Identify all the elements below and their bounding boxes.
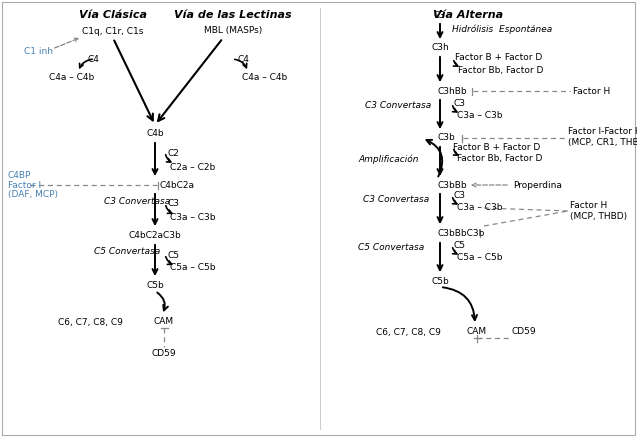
Text: CD59: CD59: [512, 327, 536, 336]
Text: Factor H: Factor H: [570, 201, 607, 209]
Text: C4a – C4b: C4a – C4b: [242, 73, 287, 81]
Text: Factor Bb, Factor D: Factor Bb, Factor D: [458, 66, 543, 74]
Text: C3hBb: C3hBb: [437, 87, 467, 96]
Text: C3a – C3b: C3a – C3b: [457, 204, 503, 212]
Text: C3 Convertasa: C3 Convertasa: [104, 197, 170, 205]
Text: Properdina: Properdina: [513, 180, 562, 190]
Text: C4BP: C4BP: [8, 170, 31, 180]
Text: C5a – C5b: C5a – C5b: [170, 264, 215, 273]
Text: C2: C2: [167, 149, 179, 157]
Text: Vía Alterna: Vía Alterna: [433, 10, 503, 20]
Text: C6, C7, C8, C9: C6, C7, C8, C9: [57, 318, 122, 326]
Text: C3a – C3b: C3a – C3b: [457, 111, 503, 121]
Text: (MCP, CR1, THBD): (MCP, CR1, THBD): [568, 139, 637, 148]
Text: C3 Convertasa: C3 Convertasa: [365, 101, 431, 110]
Text: C2a – C2b: C2a – C2b: [170, 163, 215, 171]
Text: C4: C4: [238, 55, 250, 63]
Text: Factor H: Factor H: [573, 87, 610, 96]
Text: C4: C4: [88, 55, 100, 63]
Text: CAM: CAM: [154, 318, 174, 326]
Text: Vía Clásica: Vía Clásica: [79, 10, 147, 20]
Text: C3 Convertasa: C3 Convertasa: [363, 194, 429, 204]
Text: C4bC2a: C4bC2a: [160, 180, 195, 190]
Text: C3bBbC3b: C3bBbC3b: [437, 229, 484, 237]
Text: Vía de las Lectinas: Vía de las Lectinas: [174, 10, 292, 20]
Text: C3b: C3b: [437, 133, 455, 142]
Text: C1 inh: C1 inh: [24, 48, 53, 56]
Text: Factor B + Factor D: Factor B + Factor D: [455, 53, 542, 62]
Text: C5 Convertasa: C5 Convertasa: [94, 246, 161, 256]
Text: C4a – C4b: C4a – C4b: [50, 73, 95, 81]
Text: C4bC2aC3b: C4bC2aC3b: [129, 232, 182, 240]
Text: CD59: CD59: [152, 350, 176, 358]
Text: C1q, C1r, C1s: C1q, C1r, C1s: [82, 27, 144, 35]
Text: C3: C3: [434, 10, 446, 20]
Text: C5b: C5b: [146, 281, 164, 289]
Text: C6, C7, C8, C9: C6, C7, C8, C9: [376, 327, 440, 336]
Text: C3bBb: C3bBb: [437, 180, 467, 190]
Text: MBL (MASPs): MBL (MASPs): [204, 27, 262, 35]
Text: Factor I-Factor H: Factor I-Factor H: [568, 126, 637, 135]
Text: Factor B + Factor D: Factor B + Factor D: [453, 142, 540, 152]
Text: Factor Bb, Factor D: Factor Bb, Factor D: [457, 155, 542, 163]
Text: C5: C5: [167, 250, 179, 260]
Text: Hidrólisis  Espontánea: Hidrólisis Espontánea: [452, 24, 552, 34]
Text: C4b: C4b: [146, 128, 164, 138]
Text: CAM: CAM: [467, 327, 487, 336]
Text: C3: C3: [453, 100, 465, 108]
Text: C5 Convertasa: C5 Convertasa: [358, 243, 424, 252]
Text: Amplificación: Amplificación: [358, 154, 419, 164]
Text: Factor I: Factor I: [8, 180, 41, 190]
Text: C5a – C5b: C5a – C5b: [457, 253, 503, 263]
Text: C3: C3: [453, 191, 465, 201]
Text: (MCP, THBD): (MCP, THBD): [570, 212, 627, 221]
Text: C5: C5: [453, 242, 465, 250]
Text: C3a – C3b: C3a – C3b: [170, 212, 215, 222]
Text: (DAF, MCP): (DAF, MCP): [8, 191, 58, 200]
Text: C3h: C3h: [431, 44, 449, 52]
Text: C5b: C5b: [431, 277, 449, 285]
Text: C3: C3: [167, 200, 179, 208]
